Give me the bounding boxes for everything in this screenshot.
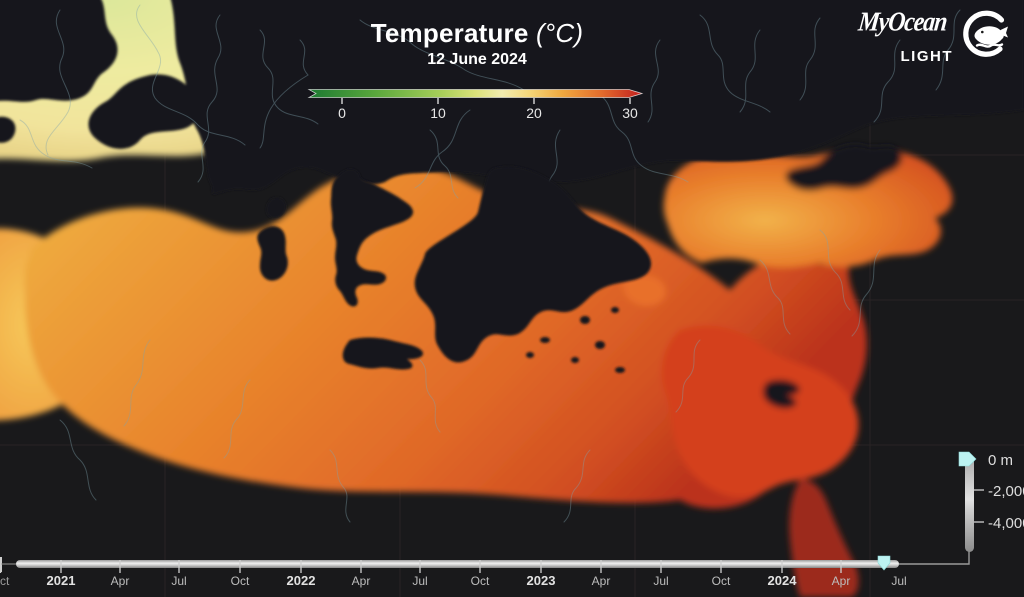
svg-text:0: 0: [338, 105, 346, 121]
svg-text:20: 20: [526, 105, 542, 121]
svg-text:30: 30: [622, 105, 638, 121]
svg-text:10: 10: [430, 105, 446, 121]
